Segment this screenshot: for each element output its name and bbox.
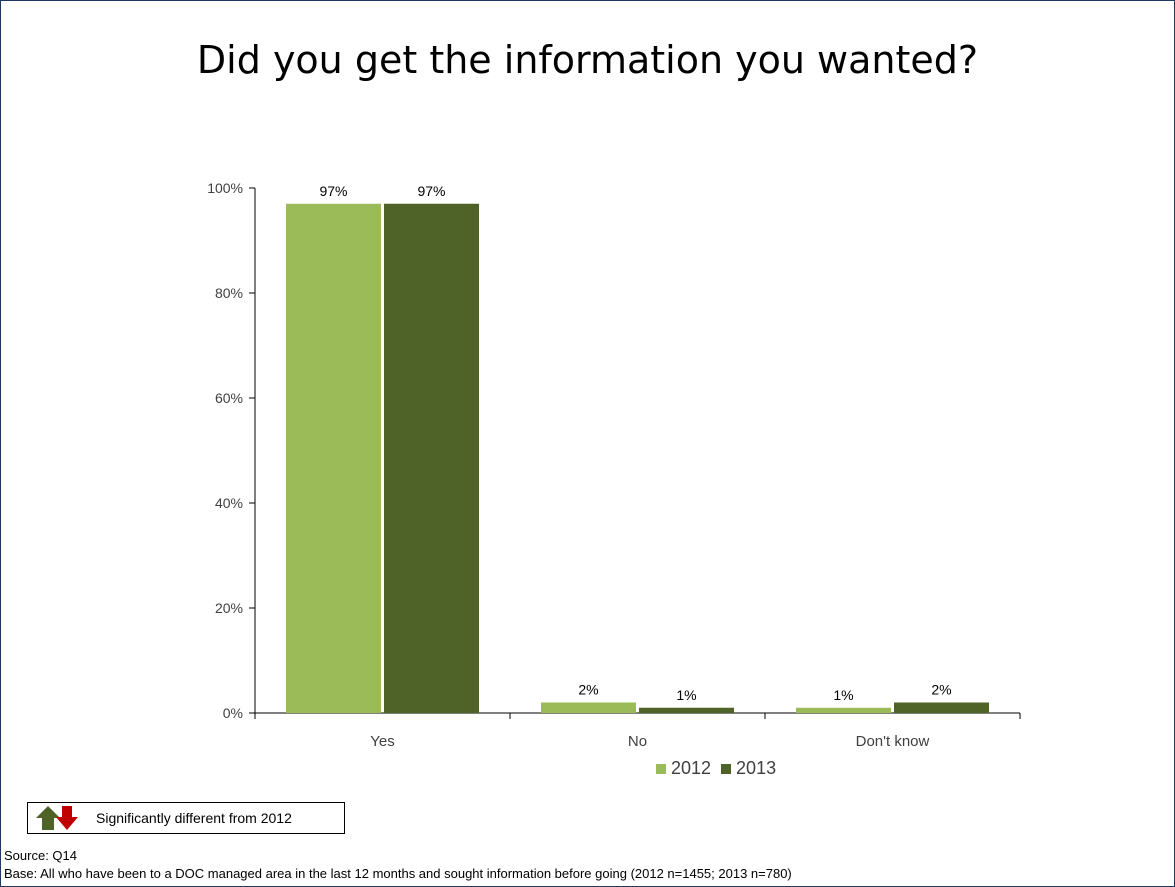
legend-item-2013: 2013 (721, 758, 776, 779)
data-label-2013-1: 1% (676, 687, 696, 703)
x-tick-label-2: Don't know (856, 733, 930, 750)
legend-label-2013: 2013 (736, 758, 777, 778)
x-tick-label-0: Yes (370, 733, 394, 750)
y-tick-label-2: 40% (215, 495, 243, 511)
x-tick-label-1: No (628, 733, 647, 750)
base-note: Base: All who have been to a DOC managed… (4, 866, 792, 881)
y-tick-label-1: 20% (215, 600, 243, 616)
y-tick-label-5: 100% (207, 180, 243, 196)
data-label-2012-1: 2% (578, 682, 598, 698)
chart-title: Did you get the information you wanted? (196, 38, 979, 82)
data-label-2013-0: 97% (417, 183, 445, 199)
legend: 2012 2013 (656, 758, 780, 779)
y-tick-label-0: 0% (223, 705, 243, 721)
bar-2013-1 (639, 707, 734, 713)
significance-arrows (36, 806, 78, 830)
data-label-2012-0: 97% (319, 183, 347, 199)
bar-2012-2 (796, 707, 891, 713)
down-arrow-icon (56, 806, 78, 830)
source-note: Source: Q14 (4, 848, 77, 863)
significance-text: Significantly different from 2012 (96, 810, 292, 826)
bar-2012-1 (541, 702, 636, 713)
bar-2013-2 (894, 702, 989, 713)
significance-key: Significantly different from 2012 (27, 802, 345, 834)
legend-item-2012: 2012 (656, 758, 711, 779)
data-label-2013-2: 2% (931, 682, 951, 698)
legend-label-2012: 2012 (671, 758, 712, 778)
bar-2013-0 (384, 203, 479, 713)
up-arrow-icon (36, 806, 60, 830)
legend-swatch-2012 (656, 763, 666, 774)
bar-2012-0 (286, 203, 381, 713)
legend-swatch-2013 (721, 763, 732, 774)
y-tick-label-4: 80% (215, 285, 243, 301)
y-tick-label-3: 60% (215, 390, 243, 406)
data-label-2012-2: 1% (833, 687, 853, 703)
